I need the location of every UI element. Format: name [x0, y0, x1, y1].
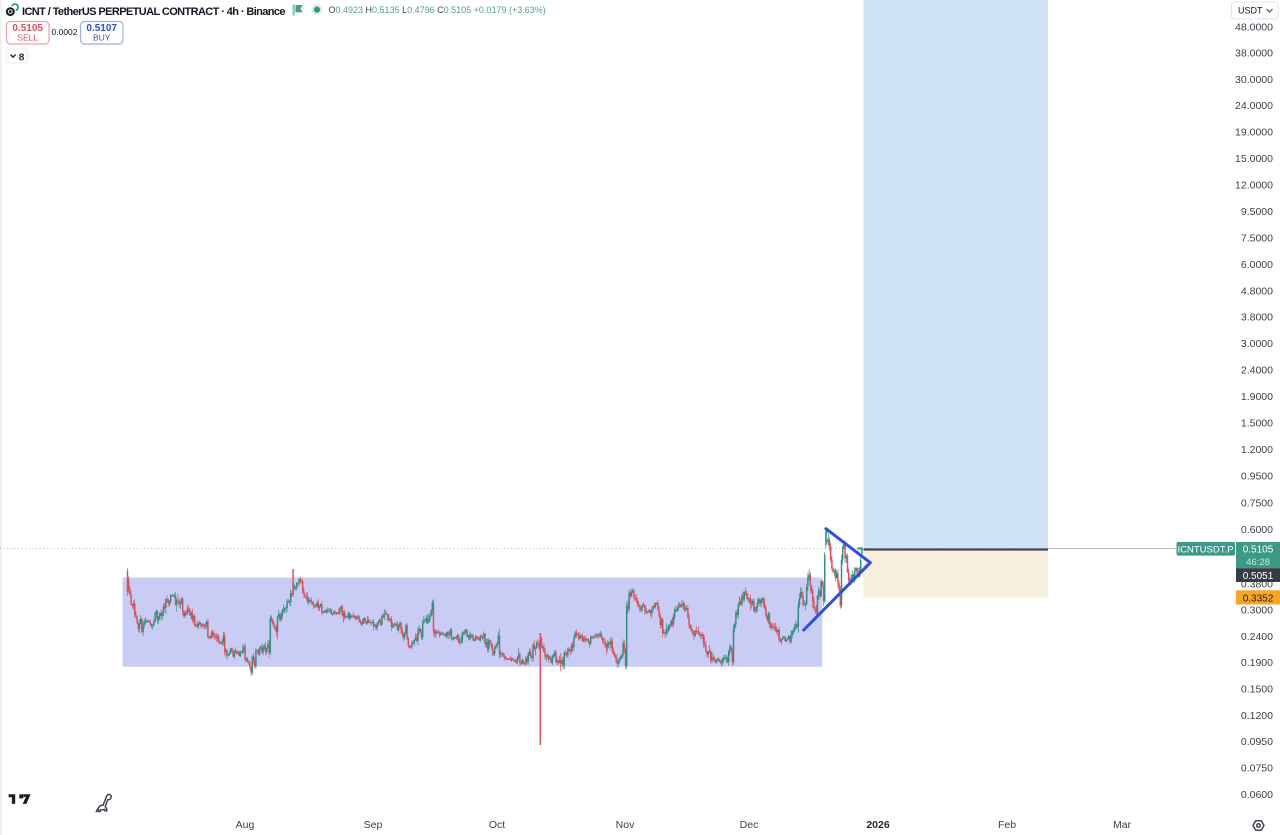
svg-text:48.0000: 48.0000: [1235, 22, 1273, 34]
svg-text:6.0000: 6.0000: [1241, 259, 1273, 271]
svg-text:0.5051: 0.5051: [1243, 571, 1274, 582]
svg-text:Sep: Sep: [364, 819, 383, 831]
svg-text:ICNTUSDT.P: ICNTUSDT.P: [1178, 544, 1234, 555]
svg-text:0.5105: 0.5105: [1243, 544, 1274, 555]
svg-text:1.9000: 1.9000: [1241, 391, 1273, 403]
svg-text:3.0000: 3.0000: [1241, 338, 1273, 350]
svg-text:0.0600: 0.0600: [1241, 789, 1273, 801]
svg-text:7.5000: 7.5000: [1241, 233, 1273, 245]
svg-text:0.1900: 0.1900: [1241, 657, 1273, 669]
svg-text:0.1500: 0.1500: [1241, 684, 1273, 696]
svg-text:SELL: SELL: [17, 33, 38, 43]
svg-text:9.5000: 9.5000: [1241, 206, 1273, 218]
svg-text:1.5000: 1.5000: [1241, 418, 1273, 430]
svg-text:0.5105: 0.5105: [12, 23, 43, 34]
svg-text:0.3000: 0.3000: [1241, 605, 1273, 617]
svg-text:Oct: Oct: [489, 819, 505, 831]
svg-text:15.0000: 15.0000: [1235, 153, 1273, 165]
svg-text:Mar: Mar: [1113, 819, 1132, 831]
svg-text:USDT: USDT: [1238, 6, 1263, 16]
svg-text:0.1200: 0.1200: [1241, 710, 1273, 722]
svg-text:Aug: Aug: [236, 819, 255, 831]
svg-text:8: 8: [19, 52, 25, 63]
svg-text:0.3352: 0.3352: [1243, 593, 1274, 604]
svg-text:24.0000: 24.0000: [1235, 100, 1273, 112]
svg-text:4.8000: 4.8000: [1241, 286, 1273, 298]
svg-text:19.0000: 19.0000: [1235, 127, 1273, 139]
svg-text:0.9500: 0.9500: [1241, 471, 1273, 483]
svg-text:46:28: 46:28: [1246, 557, 1270, 568]
svg-text:2026: 2026: [866, 819, 890, 831]
svg-text:12.0000: 12.0000: [1235, 180, 1273, 192]
svg-text:38.0000: 38.0000: [1235, 48, 1273, 60]
svg-text:2.4000: 2.4000: [1241, 365, 1273, 377]
svg-text:ICNT / TetherUS PERPETUAL CONT: ICNT / TetherUS PERPETUAL CONTRACT · 4h …: [22, 6, 285, 18]
svg-text:0.5107: 0.5107: [86, 23, 117, 34]
svg-text:0.0750: 0.0750: [1241, 763, 1273, 775]
svg-text:30.0000: 30.0000: [1235, 74, 1273, 86]
svg-text:O0.4923 H0.5135 L0.4796 C0.510: O0.4923 H0.5135 L0.4796 C0.5105 +0.0179 …: [329, 5, 546, 15]
svg-text:0.7500: 0.7500: [1241, 498, 1273, 510]
svg-text:Nov: Nov: [616, 819, 635, 831]
svg-text:Dec: Dec: [740, 819, 759, 831]
svg-text:0.0002: 0.0002: [52, 27, 78, 37]
svg-text:0.2400: 0.2400: [1241, 631, 1273, 643]
svg-text:BUY: BUY: [93, 33, 111, 43]
svg-text:3.8000: 3.8000: [1241, 312, 1273, 324]
svg-text:0.0950: 0.0950: [1241, 736, 1273, 748]
svg-text:1.2000: 1.2000: [1241, 444, 1273, 456]
svg-text:Feb: Feb: [998, 819, 1016, 831]
svg-text:0.6000: 0.6000: [1241, 524, 1273, 536]
